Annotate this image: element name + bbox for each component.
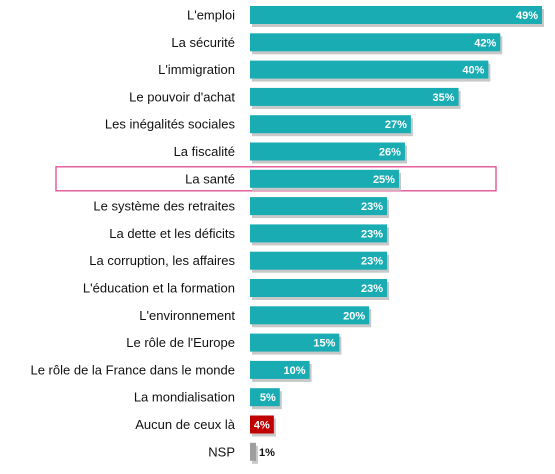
bar: [250, 169, 399, 188]
category-label: La mondialisation: [134, 390, 235, 405]
category-label: L'immigration: [158, 62, 235, 77]
value-label: 1%: [259, 447, 275, 459]
value-label: 49%: [516, 10, 538, 22]
value-label: 26%: [379, 147, 401, 159]
value-label: 40%: [462, 65, 484, 77]
bar: [250, 415, 274, 434]
category-label: La fiscalité: [174, 144, 235, 159]
value-label: 5%: [260, 392, 276, 404]
bar: [250, 279, 388, 297]
category-label: Aucun de ceux là: [135, 417, 236, 432]
bar: [250, 442, 256, 461]
value-label: 23%: [361, 256, 383, 268]
category-label: NSP: [208, 444, 235, 459]
bar: [250, 197, 388, 216]
bar: [250, 360, 310, 379]
category-label: La sécurité: [171, 35, 235, 50]
category-label: Le rôle de la France dans le monde: [30, 362, 235, 377]
value-label: 10%: [284, 365, 306, 377]
bar: [250, 251, 388, 270]
category-label: La santé: [185, 171, 235, 186]
value-label: 23%: [361, 228, 383, 240]
value-label: 35%: [433, 92, 455, 104]
category-label: Le pouvoir d'achat: [129, 89, 235, 104]
value-label: 25%: [373, 174, 395, 186]
bar: [250, 224, 388, 243]
category-label: L'emploi: [187, 8, 235, 23]
bar: [250, 33, 501, 52]
category-label: L'environnement: [139, 308, 235, 323]
value-label: 23%: [361, 201, 383, 213]
value-label: 20%: [343, 310, 365, 322]
category-label: Le rôle de l'Europe: [126, 335, 235, 350]
bar: [250, 87, 459, 106]
value-label: 42%: [474, 37, 496, 49]
bar: [250, 142, 405, 161]
value-label: 27%: [385, 119, 407, 131]
bar: [250, 115, 411, 134]
category-label: La corruption, les affaires: [89, 253, 235, 268]
bar: [250, 333, 340, 352]
category-label: La dette et les déficits: [109, 226, 235, 241]
bar: [250, 306, 370, 325]
value-label: 23%: [361, 283, 383, 295]
category-label: Le système des retraites: [93, 199, 235, 214]
bar: [250, 388, 280, 407]
bar: [250, 6, 542, 24]
bar: [250, 60, 489, 79]
category-label: L'éducation et la formation: [83, 281, 235, 296]
value-label: 15%: [313, 338, 335, 350]
category-label: Les inégalités sociales: [105, 117, 236, 132]
value-label: 4%: [254, 420, 270, 432]
